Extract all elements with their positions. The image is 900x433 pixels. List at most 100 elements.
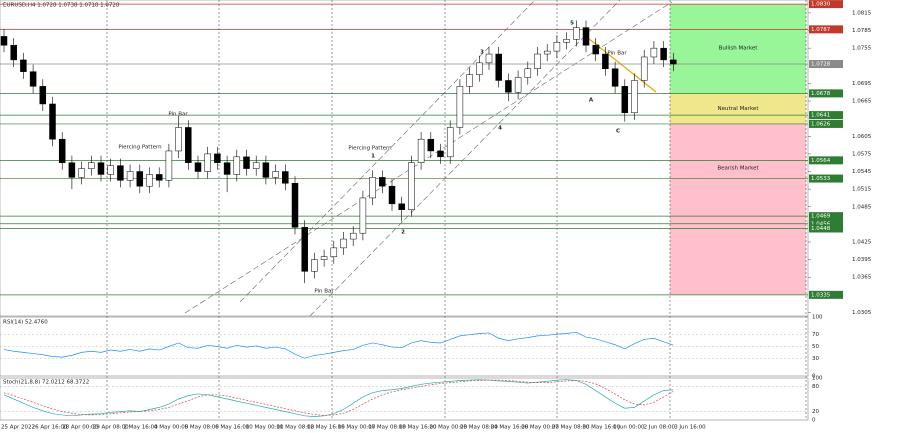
x-tick-label: 2 May 16:00 (123, 425, 158, 431)
y-tick-label: 1.0305 (852, 310, 872, 316)
channel-line (309, 0, 621, 317)
annotation: 5 (570, 21, 574, 27)
zones: Bullish Market Neutral Market Bearish Mark… (670, 4, 806, 295)
candle-body (58, 138, 66, 163)
y-tick-label: 1.0395 (852, 257, 872, 263)
candle-body (495, 53, 502, 81)
y-tick-label: 0 (812, 374, 816, 380)
x-tick-label: 12 May 16:00 (307, 425, 345, 431)
indicator-line (3, 379, 674, 416)
y-tick-label: 30 (812, 356, 819, 362)
y-tick-label: 1.0515 (852, 187, 872, 193)
annotation: Pin Bar (607, 51, 627, 57)
candle-body (466, 74, 473, 87)
candle-body (204, 153, 211, 172)
candle-body (398, 203, 405, 210)
zone (670, 123, 806, 295)
annotation: B (596, 45, 600, 51)
candle-body (291, 183, 299, 228)
candle-body (233, 156, 241, 175)
x-tick-label: 11 May 08:00 (276, 425, 314, 431)
x-tick-label: 20 May 00:00 (429, 425, 467, 431)
candle-body (0, 36, 8, 46)
annotation: 4 (498, 126, 502, 132)
y-tick-label: 1.0755 (852, 46, 872, 52)
candle-body (611, 68, 619, 87)
level-label-box (809, 219, 843, 228)
x-tick-label: 5 May 08:00 (185, 425, 220, 431)
x-tick-label: 17 May 08:00 (368, 425, 406, 431)
annotation: Piercing Pattern (348, 146, 392, 152)
candle-body (20, 59, 27, 72)
candle-body (369, 177, 376, 199)
candle-body (146, 174, 153, 187)
level-label-box (809, 156, 843, 165)
x-tick-label: 16 May 00:00 (338, 425, 376, 431)
candle-body (427, 138, 435, 152)
level-label: 1.0448 (811, 226, 831, 232)
candle-body (282, 171, 289, 184)
annotation: 1 (371, 154, 375, 160)
x-tick-label: 30 May 16:00 (582, 425, 620, 431)
level-label: 1.0564 (811, 158, 831, 164)
y-tick-label: 1.0665 (852, 99, 872, 105)
x-tick-label: 29 Apr 08:00 (93, 425, 129, 431)
candle-body (582, 27, 590, 46)
candle-body (660, 47, 667, 61)
channel-line (184, 1, 673, 314)
rsi-header: RSI(14) 52.4760 (3, 320, 48, 326)
stoch-header: Stoch(21,8,8) 72.0212 68.3722 (3, 380, 89, 386)
y-tick-label: 20 (812, 409, 819, 415)
candle-body (252, 162, 260, 169)
x-tick-label: 10 May 00:00 (246, 425, 284, 431)
channel (184, 0, 673, 317)
candle-body (650, 47, 658, 58)
candle-body (320, 256, 328, 260)
y-tick-label: 1.0695 (852, 81, 872, 87)
candle-body (349, 232, 357, 240)
candle-body (330, 247, 338, 257)
candle-body (29, 71, 37, 87)
candle-body (446, 127, 454, 158)
zone-label: Bearish Market (717, 165, 759, 171)
zone-label: Neutral Market (718, 106, 760, 112)
level-label: 1.0787 (811, 27, 831, 33)
candle-body (107, 165, 114, 175)
candle-body (39, 86, 47, 105)
x-tick-label: 18 May 16:00 (399, 425, 437, 431)
candle-body (185, 127, 192, 163)
candle-body (505, 80, 512, 93)
candle-body (155, 174, 163, 181)
x-tick-label: 25 Apr 2022 (1, 425, 35, 431)
stoch-panel (0, 377, 809, 421)
annotation: 3 (480, 50, 484, 56)
candle-body (68, 162, 76, 178)
candle-body (670, 59, 677, 65)
candle-body (543, 50, 551, 55)
x-tick-label: 1 Jun 00:00 (613, 425, 645, 431)
x-tick-label: 23 May 08:00 (460, 425, 498, 431)
candle-body (534, 53, 541, 69)
channel-line (239, 0, 536, 303)
candle-body (194, 162, 202, 172)
candle-body (243, 156, 250, 169)
level-label: 1.0830 (811, 2, 831, 8)
candle-body (10, 44, 17, 61)
x-tick-label: 26 May 00:00 (521, 425, 559, 431)
candle-body (359, 197, 367, 234)
x-tick-label: 4 May 00:00 (154, 425, 189, 431)
indicator-line (3, 331, 674, 359)
zone-label: Bullish Market (719, 46, 759, 52)
annotation: A (589, 98, 594, 104)
x-tick-label: 26 Apr 16:00 (32, 425, 68, 431)
annotation: Piercing Pattern (118, 145, 162, 151)
annotation: Pin Bar (314, 289, 334, 295)
candle-body (437, 150, 444, 158)
candle-body (223, 162, 231, 175)
candle-body (524, 68, 532, 78)
annotation: Pin Bar (168, 112, 188, 118)
candle-body (631, 80, 638, 114)
candle-body (88, 162, 95, 169)
